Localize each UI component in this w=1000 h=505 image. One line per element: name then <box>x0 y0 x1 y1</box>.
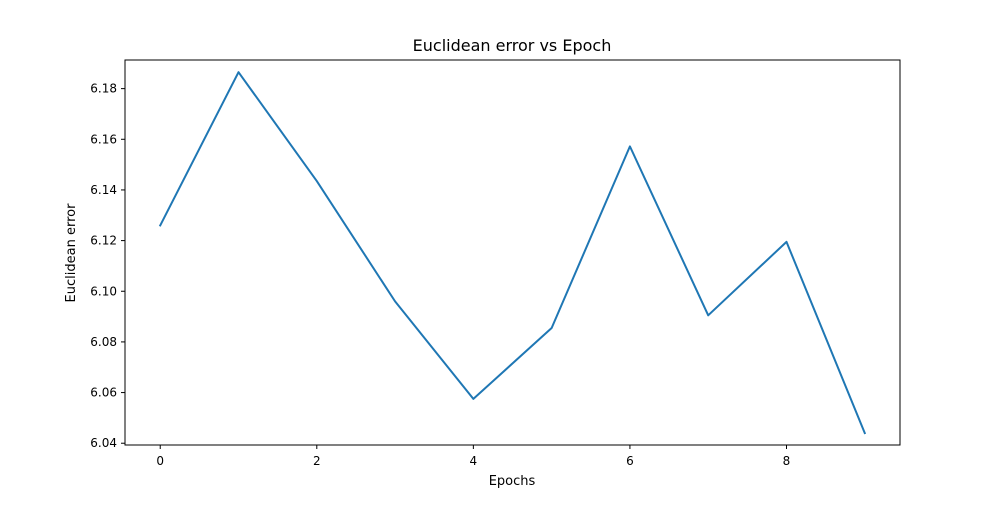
y-tick-label: 6.08 <box>90 335 117 349</box>
y-tick-label: 6.18 <box>90 82 117 96</box>
x-tick-label: 2 <box>313 454 321 468</box>
plot-area: 0 2 4 6 8 6.04 6.06 6.08 6.10 6.12 6.14 6.16 6.18 <box>90 59 901 468</box>
x-tick-label: 6 <box>626 454 634 468</box>
x-tick-label: 8 <box>783 454 791 468</box>
x-tick-label: 4 <box>470 454 478 468</box>
x-axis-label: Epochs <box>489 474 536 489</box>
y-tick-label: 6.06 <box>90 386 117 400</box>
chart-title: Euclidean error vs Epoch <box>413 36 612 55</box>
x-tick-label: 0 <box>156 454 164 468</box>
y-tick-label: 6.14 <box>90 183 117 197</box>
y-tick-label: 6.04 <box>90 436 117 450</box>
series-line-0 <box>158 71 867 435</box>
plot-frame <box>124 59 901 446</box>
y-tick-label: 6.12 <box>90 234 117 248</box>
y-axis-label: Euclidean error <box>64 203 79 303</box>
y-tick-label: 6.16 <box>90 132 117 146</box>
y-tick-label: 6.10 <box>90 284 117 298</box>
